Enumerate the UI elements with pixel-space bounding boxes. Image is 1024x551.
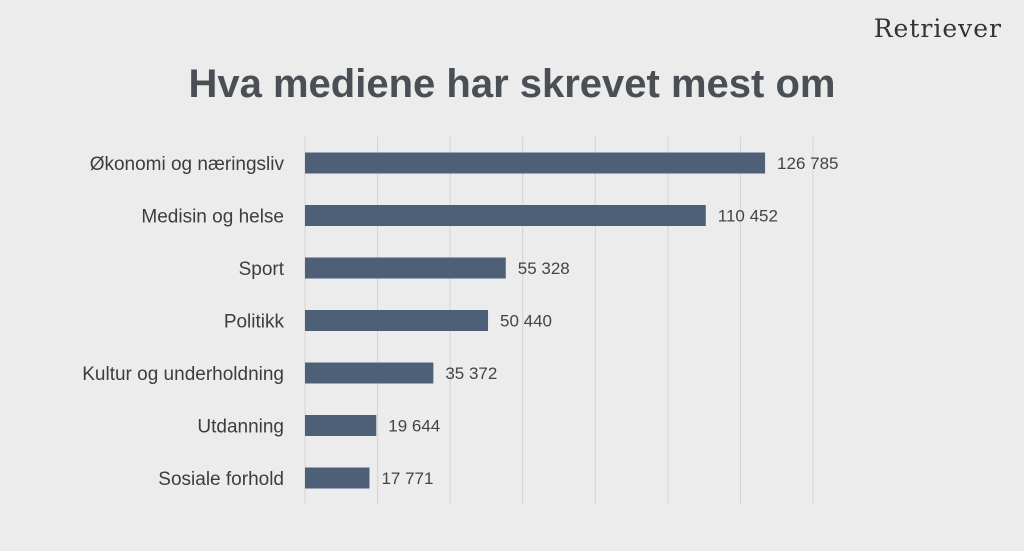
chart-title: Hva mediene har skrevet mest om (188, 62, 836, 106)
bar (305, 415, 377, 436)
retriever-logo: Retriever (873, 14, 1002, 43)
category-label: Politikk (224, 312, 285, 333)
value-label: 35 372 (445, 364, 497, 383)
bar (305, 362, 434, 384)
category-label: Sport (239, 259, 285, 280)
bar (305, 152, 766, 174)
category-labels: Økonomi og næringsliv Medisin og helse Spo… (82, 154, 284, 490)
bar (305, 467, 370, 489)
value-label: 110 452 (718, 207, 778, 226)
value-label: 17 771 (381, 469, 433, 488)
value-label: 50 440 (500, 312, 552, 331)
bar (305, 257, 506, 279)
bars (305, 152, 766, 489)
value-labels: 126 785 110 452 55 328 50 440 35 372 19 644 17… (381, 154, 838, 488)
bar (305, 310, 489, 331)
value-label: 126 785 (777, 154, 838, 173)
value-label: 55 328 (518, 259, 570, 278)
category-label: Økonomi og næringsliv (90, 154, 285, 175)
category-label: Medisin og helse (141, 207, 284, 228)
bar (305, 205, 706, 226)
category-label: Sosiale forhold (158, 469, 284, 490)
category-label: Kultur og underholdning (82, 364, 284, 385)
category-label: Utdanning (197, 417, 284, 438)
value-label: 19 644 (388, 417, 440, 436)
